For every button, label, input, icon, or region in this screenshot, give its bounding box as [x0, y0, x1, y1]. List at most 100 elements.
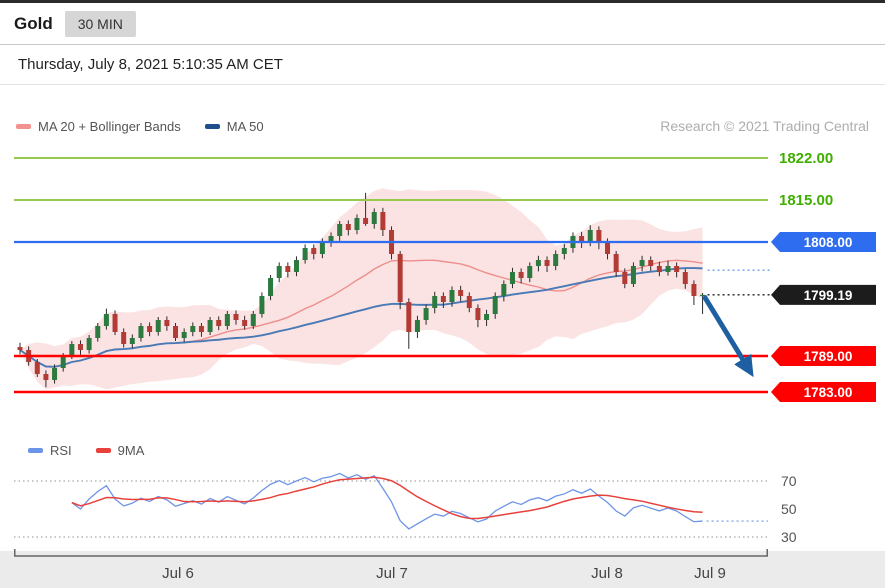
candle [406, 302, 412, 332]
candle [311, 248, 317, 254]
candle [173, 326, 179, 338]
candle [337, 224, 343, 236]
x-axis-label-Jul-8: Jul 8 [591, 565, 623, 582]
candle [700, 294, 706, 297]
candle [423, 308, 429, 320]
ma20-swatch-icon [16, 123, 31, 129]
candle [440, 296, 446, 302]
rsi-tick-30: 30 [781, 529, 797, 545]
rsi-ma-line [71, 476, 703, 520]
candle [198, 326, 204, 332]
candle [129, 338, 135, 344]
candle [207, 320, 213, 332]
candle [112, 314, 118, 332]
candle [363, 218, 369, 224]
price-tag-label-1783.00: 1783.00 [804, 385, 853, 400]
candle [605, 242, 611, 254]
candle [414, 320, 420, 332]
candle [553, 254, 559, 266]
candle [587, 230, 593, 242]
candle [268, 278, 274, 296]
candle [77, 344, 83, 350]
candle [34, 362, 40, 374]
candle [544, 260, 550, 266]
price-tag-label-1799.19: 1799.19 [804, 288, 853, 303]
price-tag-1799.19 [771, 284, 876, 305]
candle [95, 326, 101, 338]
candle [397, 254, 403, 302]
x-axis-label-Jul-6: Jul 6 [162, 565, 194, 582]
candle [155, 320, 161, 332]
candle [380, 212, 386, 230]
x-axis-label-Jul-9: Jul 9 [694, 565, 726, 582]
candle [345, 224, 351, 230]
candle [233, 314, 239, 320]
candle [596, 230, 602, 242]
candles-layer [17, 192, 706, 388]
candle [181, 332, 187, 338]
candle [164, 320, 170, 326]
rsi-tick-70: 70 [781, 473, 797, 489]
candle [86, 338, 92, 350]
x-axis-label-Jul-7: Jul 7 [376, 565, 408, 582]
candle [561, 248, 567, 254]
rsi-line [71, 472, 703, 530]
candle [147, 326, 153, 332]
instrument-title: Gold [14, 13, 53, 33]
candle [475, 308, 481, 320]
candle [43, 374, 49, 380]
candle [293, 260, 299, 272]
candle [501, 284, 507, 296]
price-label-1815.00: 1815.00 [779, 192, 833, 209]
bollinger-band [20, 188, 703, 390]
candle [484, 314, 490, 320]
rsi-tick-50: 50 [781, 501, 797, 517]
candle [371, 212, 377, 224]
candle [242, 320, 248, 326]
candle [691, 284, 697, 296]
price-tag-label-1808.00: 1808.00 [804, 235, 853, 250]
research-credit: Research © 2021 Trading Central [660, 118, 869, 134]
candle [216, 320, 222, 326]
candle [319, 242, 325, 254]
candle [121, 332, 127, 344]
candle [648, 260, 654, 266]
candle [665, 266, 671, 272]
ma50-swatch-icon [204, 123, 220, 129]
candle [190, 326, 196, 332]
price-and-rsi-chart: 1822.00 1815.00 1808.00 1799.19 1789.00 1783.… [0, 150, 885, 588]
candle [69, 344, 75, 356]
candle [285, 266, 291, 272]
candle [302, 248, 308, 260]
price-tag-label-1789.00: 1789.00 [804, 349, 853, 364]
candle [138, 326, 144, 338]
price-label-1822.00: 1822.00 [779, 150, 833, 167]
price-tag-1789.00 [771, 346, 876, 366]
candle [224, 314, 230, 326]
timeframe-badge[interactable]: 30 MIN [64, 10, 136, 37]
rsi-ma-swatch-icon [95, 448, 111, 453]
candle [518, 272, 524, 278]
candle [432, 296, 438, 308]
header: Gold 30 MIN [0, 3, 885, 45]
candle [622, 272, 628, 284]
candle [328, 236, 334, 242]
candle [103, 314, 109, 326]
rsi-swatch-icon [28, 448, 43, 453]
candle [52, 368, 58, 380]
candle [639, 260, 645, 266]
candle [458, 290, 464, 296]
candle [449, 290, 455, 302]
datetime-bar: Thursday, July 8, 2021 5:10:35 AM CET [0, 45, 885, 85]
candle [527, 266, 533, 278]
candle [509, 272, 515, 284]
candle [535, 260, 541, 266]
rsi-legend-label: RSI [50, 443, 72, 458]
candle [250, 314, 256, 326]
ma50-legend-label: MA 50 [226, 118, 264, 134]
ma50-line [19, 267, 703, 368]
candle [674, 266, 680, 272]
candle [466, 296, 472, 308]
candle [17, 347, 23, 350]
